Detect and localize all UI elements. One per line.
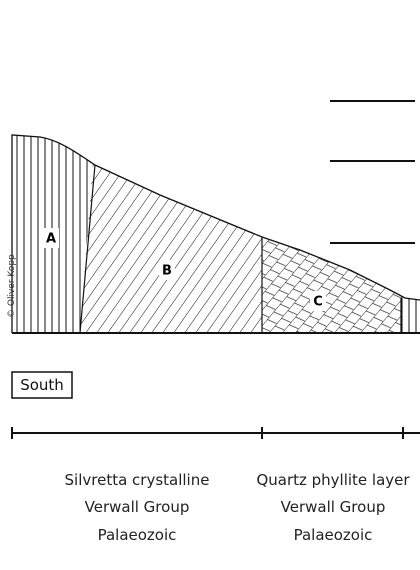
label-box bbox=[43, 228, 59, 248]
column-text: Verwall Group bbox=[85, 498, 190, 516]
column-text: Palaeozoic bbox=[98, 526, 177, 544]
column-text: Verwall Group bbox=[281, 498, 386, 516]
column-text: Silvretta crystalline bbox=[65, 471, 210, 489]
copyright: © Oliver Kopp bbox=[7, 254, 17, 318]
boundary bbox=[79, 164, 96, 334]
column-text: Palaeozoic bbox=[294, 526, 373, 544]
label-a: A bbox=[46, 232, 56, 247]
column-text: Quartz phyllite layer bbox=[256, 471, 410, 489]
label-c: C bbox=[313, 295, 323, 310]
label-box bbox=[159, 260, 175, 280]
south-label: South bbox=[20, 376, 64, 394]
south-box bbox=[11, 371, 73, 399]
profile bbox=[11, 134, 420, 333]
strata bbox=[12, 135, 420, 333]
unit-c bbox=[262, 135, 401, 333]
label-b: B bbox=[162, 264, 172, 279]
unit-b bbox=[80, 135, 262, 333]
label-box bbox=[310, 291, 326, 311]
unit-d bbox=[401, 135, 420, 333]
unit-a bbox=[12, 135, 96, 333]
